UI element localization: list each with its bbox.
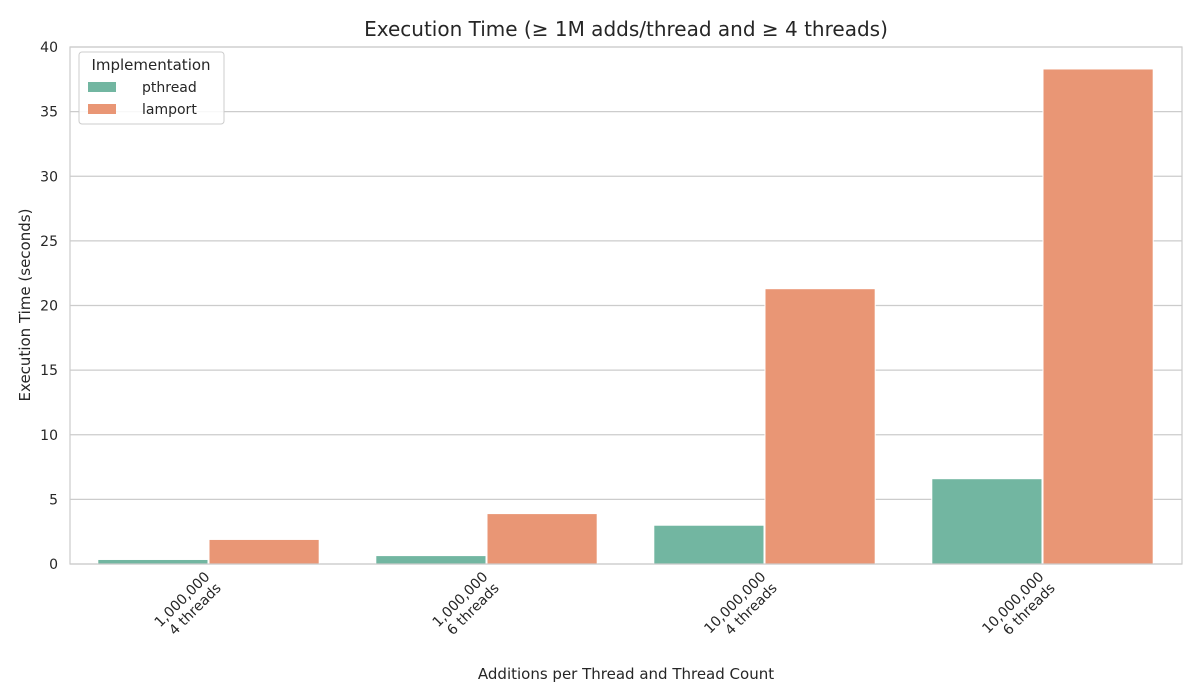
legend-items: pthread lamport: [88, 80, 197, 118]
bar-pthread: [653, 524, 765, 565]
y-tick-label: 0: [49, 557, 58, 573]
y-tick-label: 35: [40, 105, 58, 121]
legend-label-pthread: pthread: [142, 80, 197, 96]
legend-label-lamport: lamport: [142, 102, 197, 118]
bar-pthread: [97, 558, 209, 565]
bar-lamport: [764, 288, 876, 565]
plot-frame: [69, 46, 1183, 565]
y-tick-label: 10: [40, 428, 58, 444]
bars: [97, 68, 1154, 565]
y-tick-labels: 0 5 10 15 20 25 30 35 40: [40, 40, 58, 573]
bar-lamport: [486, 513, 598, 565]
y-tick-label: 25: [40, 234, 58, 250]
bar-lamport: [1042, 68, 1154, 565]
y-tick-label: 15: [40, 363, 58, 379]
bar-lamport: [208, 538, 320, 565]
bar-pthread: [931, 478, 1043, 565]
y-tick-label: 5: [49, 492, 58, 508]
y-tick-label: 40: [40, 40, 58, 56]
legend-title: Implementation: [91, 56, 210, 74]
x-axis-label: Additions per Thread and Thread Count: [478, 665, 774, 683]
legend-swatch-lamport: [88, 104, 116, 114]
y-tick-label: 20: [40, 299, 58, 315]
bar-pthread: [375, 555, 487, 565]
legend-swatch-pthread: [88, 82, 116, 92]
y-axis-label: Execution Time (seconds): [16, 209, 34, 402]
y-tick-label: 30: [40, 169, 58, 185]
legend: Implementation pthread lamport: [78, 51, 225, 125]
chart-title: Execution Time (≥ 1M adds/thread and ≥ 4…: [364, 17, 888, 41]
